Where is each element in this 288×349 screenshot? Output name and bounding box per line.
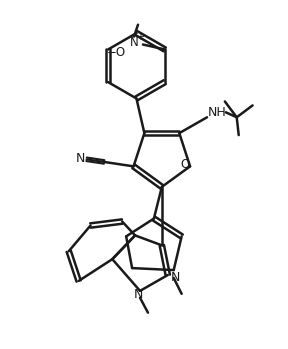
- Text: N: N: [133, 288, 143, 301]
- Text: O: O: [180, 157, 190, 171]
- Text: N: N: [76, 152, 85, 165]
- Text: NH: NH: [208, 106, 226, 119]
- Text: +: +: [136, 31, 144, 42]
- Text: −O: −O: [107, 46, 126, 59]
- Text: N: N: [171, 270, 180, 283]
- Text: N: N: [130, 36, 139, 49]
